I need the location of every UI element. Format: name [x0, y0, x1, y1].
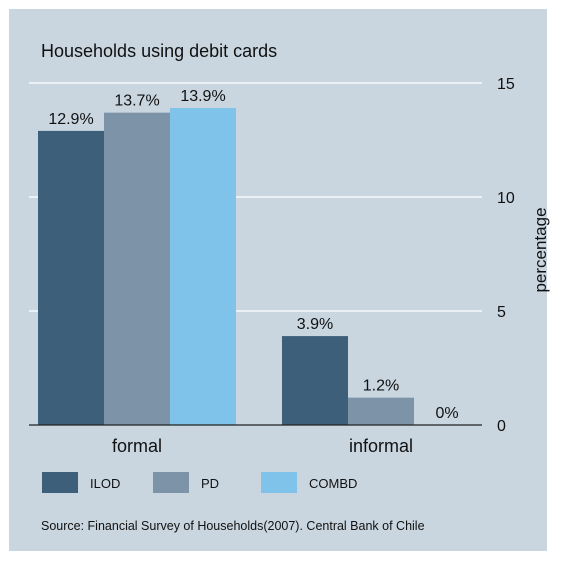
y-tick-label: 5 — [497, 304, 506, 321]
y-tick-labels: 0 5 10 15 — [497, 76, 515, 435]
data-label: 12.9% — [48, 111, 93, 128]
bar-pd-informal — [348, 397, 414, 425]
source-note: Source: Financial Survey of Households(2… — [41, 519, 425, 533]
data-label: 13.9% — [180, 88, 225, 105]
legend-swatch — [42, 472, 78, 493]
bar-combd-formal — [170, 108, 236, 425]
x-tick-labels: formal informal — [112, 436, 413, 456]
x-tick-label-formal: formal — [112, 436, 162, 456]
legend-label: COMBD — [309, 476, 357, 491]
bars — [38, 108, 414, 425]
legend: ILOD PD COMBD — [42, 472, 357, 493]
bar-ilod-informal — [282, 336, 348, 425]
chart-title: Households using debit cards — [41, 41, 277, 61]
legend-item-combd: COMBD — [261, 472, 357, 493]
data-label: 13.7% — [114, 93, 159, 110]
bar-pd-formal — [104, 112, 170, 425]
legend-item-ilod: ILOD — [42, 472, 120, 493]
bar-ilod-formal — [38, 130, 104, 425]
data-label: 0% — [435, 405, 458, 422]
y-axis-label: percentage — [531, 207, 550, 292]
legend-item-pd: PD — [153, 472, 219, 493]
legend-swatch — [153, 472, 189, 493]
y-tick-label: 15 — [497, 76, 515, 93]
legend-label: PD — [201, 476, 219, 491]
legend-label: ILOD — [90, 476, 120, 491]
x-tick-label-informal: informal — [349, 436, 413, 456]
y-tick-label: 10 — [497, 190, 515, 207]
legend-swatch — [261, 472, 297, 493]
data-labels: 12.9% 13.7% 13.9% 3.9% 1.2% 0% — [48, 88, 458, 422]
y-tick-label: 0 — [497, 418, 506, 435]
data-label: 1.2% — [363, 378, 399, 395]
data-label: 3.9% — [297, 316, 333, 333]
